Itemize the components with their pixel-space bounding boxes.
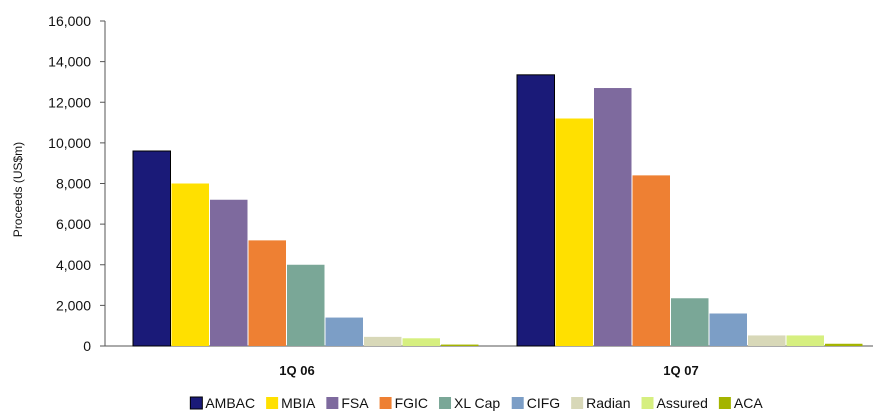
- legend-label-aca: ACA: [734, 395, 763, 411]
- x-category-label: 1Q 06: [279, 363, 314, 378]
- x-category-label: 1Q 07: [663, 363, 698, 378]
- legend-swatch-radian: [571, 397, 584, 409]
- legend-label-assured: Assured: [657, 395, 708, 411]
- bar-ambac-1q-07: [516, 74, 555, 347]
- bar-assured-1q-07: [786, 335, 824, 346]
- bar-assured-1q-06: [402, 338, 440, 346]
- y-tick-label: 10,000: [48, 135, 91, 151]
- bar-xl-cap-1q-07: [671, 298, 709, 346]
- y-axis-title: Proceeds (US$m): [11, 142, 25, 237]
- legend-label-cifg: CIFG: [527, 395, 560, 411]
- legend-swatch-fsa: [326, 397, 339, 409]
- bars-layer: [132, 74, 863, 347]
- bar-mbia-1q-06: [171, 183, 209, 346]
- bar-radian-1q-07: [748, 335, 786, 346]
- bar-xl-cap-1q-06: [287, 264, 325, 346]
- legend-swatch-mbia: [266, 397, 279, 409]
- bar-fsa-1q-07: [594, 88, 632, 346]
- y-tick-label: 2,000: [56, 297, 91, 313]
- y-tick-label: 6,000: [56, 216, 91, 232]
- legend-swatch-cifg: [511, 397, 524, 409]
- labels-layer: 0 2,000 4,000 6,000 8,000 10,000 12,000 14,000 1…: [11, 13, 699, 378]
- bar-ambac-1q-06: [132, 150, 171, 347]
- bar-cifg-1q-06: [325, 317, 363, 346]
- legend-label-radian: Radian: [586, 395, 630, 411]
- bar-fgic-1q-07: [632, 175, 670, 346]
- legend-label-xl-cap: XL Cap: [454, 395, 500, 411]
- y-tick-label: 4,000: [56, 257, 91, 273]
- bar-mbia-1q-07: [555, 118, 593, 346]
- legend-swatch-fgic: [379, 397, 392, 409]
- y-tick-label: 16,000: [48, 13, 91, 29]
- y-tick-label: 8,000: [56, 176, 91, 192]
- legend-label-fgic: FGIC: [395, 395, 428, 411]
- legend-label-mbia: MBIA: [281, 395, 316, 411]
- y-tick-label: 12,000: [48, 94, 91, 110]
- legend: AMBAC MBIA FSA FGIC XL Cap CIFG Radian Assured A…: [189, 395, 763, 411]
- bar-fgic-1q-06: [248, 240, 286, 346]
- legend-swatch-assured: [641, 397, 654, 409]
- bar-aca-1q-07: [825, 343, 863, 346]
- legend-swatch-xl-cap: [439, 397, 452, 409]
- bar-radian-1q-06: [364, 336, 402, 346]
- bar-fsa-1q-06: [210, 199, 248, 346]
- bar-cifg-1q-07: [709, 313, 747, 346]
- legend-label-fsa: FSA: [341, 395, 369, 411]
- bar-aca-1q-06: [441, 344, 479, 346]
- y-tick-label: 14,000: [48, 54, 91, 70]
- y-tick-label: 0: [83, 338, 91, 354]
- legend-swatch-aca: [718, 397, 731, 409]
- legend-swatch-ambac: [189, 396, 203, 410]
- legend-label-ambac: AMBAC: [205, 395, 255, 411]
